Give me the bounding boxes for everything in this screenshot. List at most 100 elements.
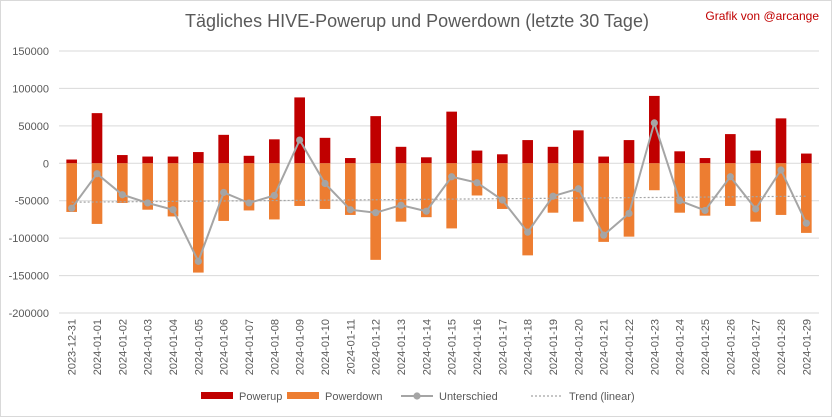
powerdown-bar-11 [345, 163, 356, 215]
powerup-bar-18 [522, 140, 533, 164]
x-tick-label-26: 2024-01-26 [725, 319, 737, 375]
unterschied-point-8 [270, 191, 278, 200]
x-tick-label-29: 2024-01-29 [801, 319, 813, 375]
powerup-bar-26 [725, 134, 736, 164]
x-tick-label-1: 2024-01-01 [92, 319, 104, 375]
powerdown-bar-7 [243, 163, 255, 211]
x-tick-label-19: 2024-01-19 [548, 319, 560, 375]
unterschied-point-17 [498, 196, 506, 204]
unterschied-point-3 [144, 199, 152, 207]
powerdown-bar-13 [395, 163, 407, 222]
powerdown-bar-4 [167, 163, 179, 217]
x-tick-label-23: 2024-01-23 [649, 319, 661, 375]
unterschied-point-5 [194, 257, 202, 265]
x-tick-label-20: 2024-01-20 [573, 319, 585, 375]
powerup-bar-11 [345, 158, 356, 164]
unterschied-line [70, 119, 808, 264]
powerup-bar-15 [446, 111, 457, 164]
powerup-bar-28 [775, 118, 787, 164]
unterschied-point-11 [346, 206, 354, 214]
powerup-bar-16 [471, 150, 483, 164]
y-tick-label-4: -50000 [15, 196, 49, 208]
powerup-bar-17 [497, 154, 508, 164]
powerdown-bar-18 [522, 163, 533, 256]
x-tick-label-15: 2024-01-15 [447, 319, 459, 375]
powerdown-bar-3 [142, 163, 153, 210]
unterschied-point-16 [473, 179, 481, 187]
unterschied-point-20 [574, 185, 582, 193]
x-tick-label-27: 2024-01-27 [751, 319, 763, 375]
unterschied-point-23 [650, 119, 658, 127]
powerup-bar-1 [91, 113, 103, 164]
x-tick-label-24: 2024-01-24 [675, 319, 687, 375]
unterschied-point-22 [625, 209, 633, 218]
powerdown-bar-2 [117, 163, 128, 203]
unterschied-point-6 [220, 188, 228, 197]
powerdown-bar-26 [725, 163, 736, 206]
x-tick-label-14: 2024-01-14 [421, 319, 433, 375]
powerdown-bar-8 [269, 163, 280, 220]
legend-label-3: Trend (linear) [569, 391, 635, 403]
unterschied-point-29 [802, 219, 810, 227]
unterschied-point-4 [169, 206, 177, 214]
powerup-bar-0 [66, 159, 77, 164]
unterschied-point-12 [372, 209, 380, 217]
unterschied-point-27 [752, 205, 760, 213]
powerdown-bar-1 [91, 163, 103, 224]
unterschied-point-25 [701, 206, 709, 215]
powerup-bar-21 [598, 156, 609, 164]
powerup-bar-7 [243, 155, 255, 164]
legend-swatch-1 [287, 392, 319, 399]
unterschied-point-19 [549, 192, 557, 200]
powerdown-bar-22 [623, 163, 635, 237]
powerup-bar-4 [167, 156, 179, 164]
x-tick-label-2: 2024-01-02 [117, 319, 129, 375]
y-tick-label-1: 100000 [12, 83, 49, 95]
x-tick-label-21: 2024-01-21 [599, 319, 611, 375]
powerup-bar-8 [269, 139, 280, 164]
x-tick-label-5: 2024-01-05 [193, 319, 205, 375]
y-tick-label-2: 50000 [18, 121, 49, 133]
powerdown-bar-14 [421, 163, 432, 218]
x-tick-label-28: 2024-01-28 [776, 319, 788, 375]
unterschied-point-0 [68, 204, 76, 212]
powerup-bar-14 [421, 157, 432, 164]
x-tick-label-25: 2024-01-25 [700, 319, 712, 375]
powerdown-bar-20 [573, 163, 584, 222]
x-tick-label-0: 2023-12-31 [67, 319, 79, 375]
powerdown-bar-9 [294, 163, 305, 206]
legend-label-0: Powerup [239, 391, 282, 403]
unterschied-point-18 [524, 228, 532, 236]
powerup-bar-20 [573, 130, 584, 164]
unterschied-point-2 [118, 191, 126, 199]
unterschied-point-14 [422, 207, 430, 215]
x-tick-label-7: 2024-01-07 [244, 319, 256, 375]
x-tick-label-11: 2024-01-11 [345, 319, 357, 374]
unterschied-point-28 [777, 166, 785, 174]
x-tick-label-8: 2024-01-08 [269, 319, 281, 375]
x-tick-label-16: 2024-01-16 [472, 319, 484, 375]
unterschied-point-9 [296, 136, 304, 144]
unterschied-point-15 [448, 173, 456, 181]
powerup-bar-27 [750, 150, 761, 164]
powerdown-bar-24 [674, 163, 685, 213]
x-tick-label-18: 2024-01-18 [523, 319, 535, 375]
y-tick-label-3: 0 [43, 158, 49, 170]
powerdown-bar-29 [801, 163, 812, 233]
unterschied-point-24 [676, 197, 684, 205]
powerdown-bar-5 [193, 163, 204, 273]
y-tick-label-6: -150000 [9, 271, 49, 283]
unterschied-point-7 [245, 199, 253, 207]
powerup-bar-6 [218, 134, 229, 164]
unterschied-point-21 [600, 231, 608, 239]
unterschied-point-10 [321, 179, 329, 188]
chart-credit: Grafik von @arcange [705, 9, 819, 23]
x-tick-label-13: 2024-01-13 [396, 319, 408, 375]
powerdown-bar-25 [699, 163, 711, 216]
powerup-bar-13 [395, 146, 407, 164]
powerup-bar-25 [699, 158, 711, 164]
y-tick-label-5: -100000 [9, 233, 49, 245]
powerdown-bar-27 [750, 163, 761, 222]
